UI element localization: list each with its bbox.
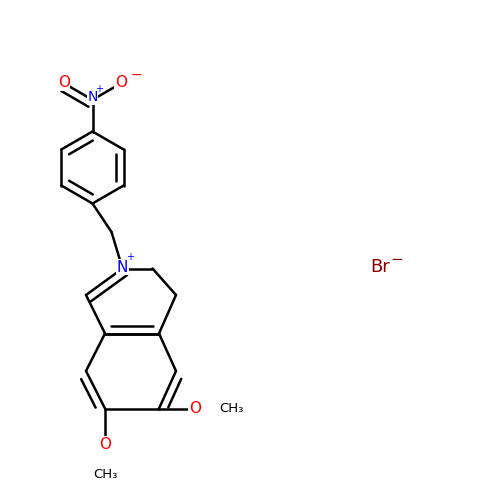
Text: O: O	[58, 75, 70, 90]
Text: O: O	[99, 437, 111, 452]
Text: O: O	[115, 75, 127, 90]
Text: −: −	[130, 68, 141, 82]
Text: +: +	[126, 252, 134, 262]
Text: N: N	[117, 260, 128, 274]
Text: Br: Br	[370, 258, 390, 276]
Text: O: O	[189, 401, 201, 416]
Text: CH₃: CH₃	[219, 402, 244, 415]
Text: +: +	[95, 84, 103, 94]
Text: −: −	[390, 252, 403, 266]
Text: CH₃: CH₃	[93, 468, 117, 481]
Text: N: N	[88, 90, 98, 104]
